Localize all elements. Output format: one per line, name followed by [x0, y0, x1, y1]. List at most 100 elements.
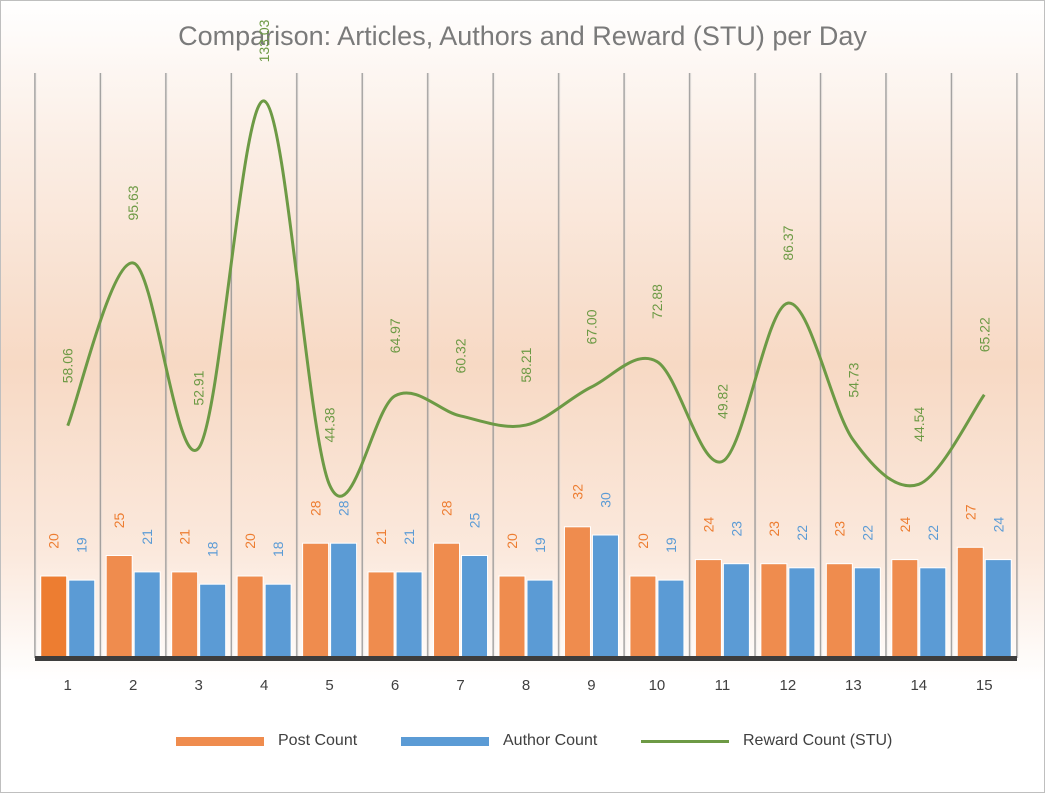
reward-line-group: [66, 99, 986, 498]
x-tick-label: 5: [325, 677, 333, 694]
x-tick-label: 7: [456, 677, 464, 694]
label-author-count: 22: [925, 525, 941, 541]
legend-swatch-author-count: [401, 736, 489, 746]
label-post-count: 25: [111, 513, 127, 529]
bar-author-count: [330, 542, 358, 659]
bar-post-count: [367, 571, 395, 659]
label-post-count: 28: [308, 500, 324, 516]
x-axis-line: [35, 656, 1017, 661]
label-author-count: 19: [663, 537, 679, 553]
data-labels: 20 19 25 21 21 18 20 18 28 28 21 21 28 25 20 19 32 30 20 19…: [46, 19, 1007, 557]
bar-author-count: [133, 571, 161, 659]
label-post-count: 21: [373, 529, 389, 545]
bar-author-count: [788, 567, 816, 659]
label-author-count: 19: [532, 537, 548, 553]
bar-post-count: [433, 542, 461, 659]
x-tick-label: 1: [64, 677, 72, 694]
x-tick-label: 4: [260, 677, 268, 694]
bar-author-count: [526, 579, 554, 659]
label-post-count: 20: [46, 533, 62, 549]
x-tick-label: 12: [780, 677, 797, 694]
column-divider: [426, 73, 436, 658]
bar-post-count: [825, 563, 853, 659]
bar-post-count: [105, 555, 133, 659]
bar-post-count: [760, 563, 788, 659]
bar-post-count: [40, 575, 68, 659]
label-author-count: 28: [336, 500, 352, 516]
bar-author-count: [657, 579, 685, 659]
label-reward-count: 44.54: [911, 407, 927, 442]
label-post-count: 20: [635, 533, 651, 549]
x-tick-label: 13: [845, 677, 862, 694]
label-reward-count: 49.82: [714, 384, 730, 419]
label-author-count: 22: [859, 525, 875, 541]
label-post-count: 21: [177, 529, 193, 545]
label-reward-count: 52.91: [191, 370, 207, 405]
chart-title: Comparison: Articles, Authors and Reward…: [178, 21, 867, 51]
label-reward-count: 133.03: [256, 19, 272, 62]
column-divider: [492, 73, 502, 658]
label-author-count: 18: [205, 541, 221, 557]
bar-author-count: [919, 567, 947, 659]
x-tick-label: 8: [522, 677, 530, 694]
bar-author-count: [722, 563, 750, 659]
label-post-count: 23: [766, 521, 782, 537]
reward-line: [66, 99, 986, 498]
column-divider: [885, 73, 895, 658]
legend-item-post-count: Post Count: [176, 729, 357, 753]
column-divider: [557, 73, 567, 658]
bar-post-count: [629, 575, 657, 659]
x-axis: 1 2 3 4 5 6 7 8 9 10 11 12 13 14 15: [35, 656, 1017, 694]
bar-post-count: [694, 559, 722, 659]
column-divider: [688, 73, 698, 658]
label-reward-count: 64.97: [387, 318, 403, 353]
label-author-count: 18: [270, 541, 286, 557]
legend-swatch-reward-count: [641, 739, 729, 743]
label-post-count: 28: [439, 500, 455, 516]
column-divider: [623, 73, 633, 658]
bar-post-count: [891, 559, 919, 659]
label-reward-count: 65.22: [976, 317, 992, 352]
x-tick-label: 3: [194, 677, 202, 694]
column-dividers: [34, 73, 1025, 658]
bar-post-count: [563, 526, 591, 659]
legend-swatch-post-count: [176, 736, 264, 746]
label-author-count: 23: [728, 521, 744, 537]
label-reward-count: 67.00: [583, 309, 599, 344]
label-post-count: 23: [831, 521, 847, 537]
label-reward-count: 58.06: [60, 348, 76, 383]
bar-author-count: [984, 559, 1012, 659]
x-tick-label: 14: [910, 677, 927, 694]
bar-author-count: [591, 534, 619, 659]
label-reward-count: 60.32: [453, 338, 469, 373]
column-divider: [361, 73, 371, 658]
bar-post-count: [956, 546, 984, 659]
x-tick-label: 6: [391, 677, 399, 694]
column-divider: [1016, 73, 1025, 658]
label-author-count: 25: [467, 513, 483, 529]
x-tick-label: 2: [129, 677, 137, 694]
label-post-count: 24: [897, 517, 913, 533]
label-reward-count: 72.88: [649, 284, 665, 319]
label-post-count: 24: [700, 517, 716, 533]
bar-author-count: [853, 567, 881, 659]
label-author-count: 22: [794, 525, 810, 541]
legend-item-reward-count: Reward Count (STU): [641, 729, 892, 753]
bar-post-count: [498, 575, 526, 659]
bar-author-count: [264, 583, 292, 659]
bar-post-count: [171, 571, 199, 659]
column-divider: [34, 73, 43, 658]
label-reward-count: 54.73: [845, 362, 861, 397]
label-post-count: 20: [504, 533, 520, 549]
legend-label-post-count: Post Count: [278, 732, 358, 749]
label-reward-count: 95.63: [125, 185, 141, 220]
label-post-count: 27: [962, 504, 978, 520]
bar-author-count: [395, 571, 423, 659]
label-reward-count: 58.21: [518, 347, 534, 382]
legend-label-author-count: Author Count: [503, 732, 598, 749]
x-tick-label: 15: [976, 677, 993, 694]
x-tick-label: 10: [649, 677, 666, 694]
label-author-count: 21: [139, 529, 155, 545]
bar-post-count: [302, 542, 330, 659]
